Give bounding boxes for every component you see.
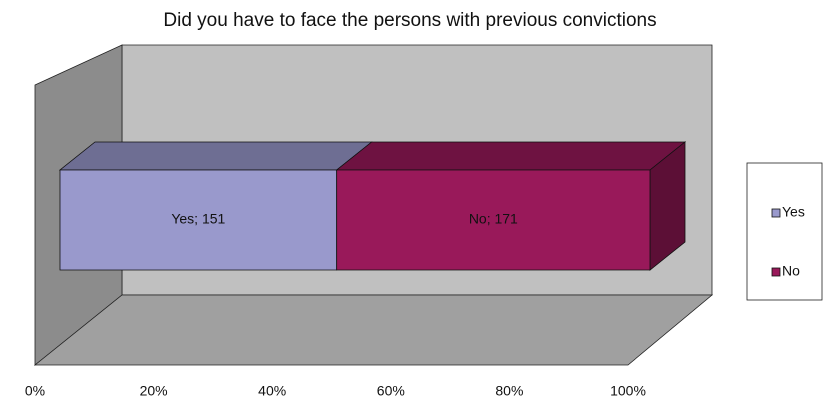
bar-segment [58, 141, 373, 271]
x-tick-label: 40% [258, 383, 286, 399]
legend-label: No [782, 263, 800, 279]
legend-swatch [771, 267, 781, 277]
data-label: No; 171 [469, 211, 518, 227]
x-tick-label: 80% [495, 383, 523, 399]
legend-swatch [771, 208, 781, 218]
floor [33, 294, 714, 366]
bar-face [335, 141, 687, 171]
x-tick-label: 20% [140, 383, 168, 399]
bar-segment [335, 141, 687, 271]
legend-box [746, 162, 823, 301]
bar-face [336, 169, 651, 271]
x-tick-label: 60% [377, 383, 405, 399]
chart-title: Did you have to face the persons with pr… [163, 10, 656, 31]
x-tick-label: 100% [610, 383, 646, 399]
data-label: Yes; 151 [171, 211, 225, 227]
bar-face [58, 141, 373, 171]
x-tick-label: 0% [25, 383, 45, 399]
legend-label: Yes [782, 204, 805, 220]
